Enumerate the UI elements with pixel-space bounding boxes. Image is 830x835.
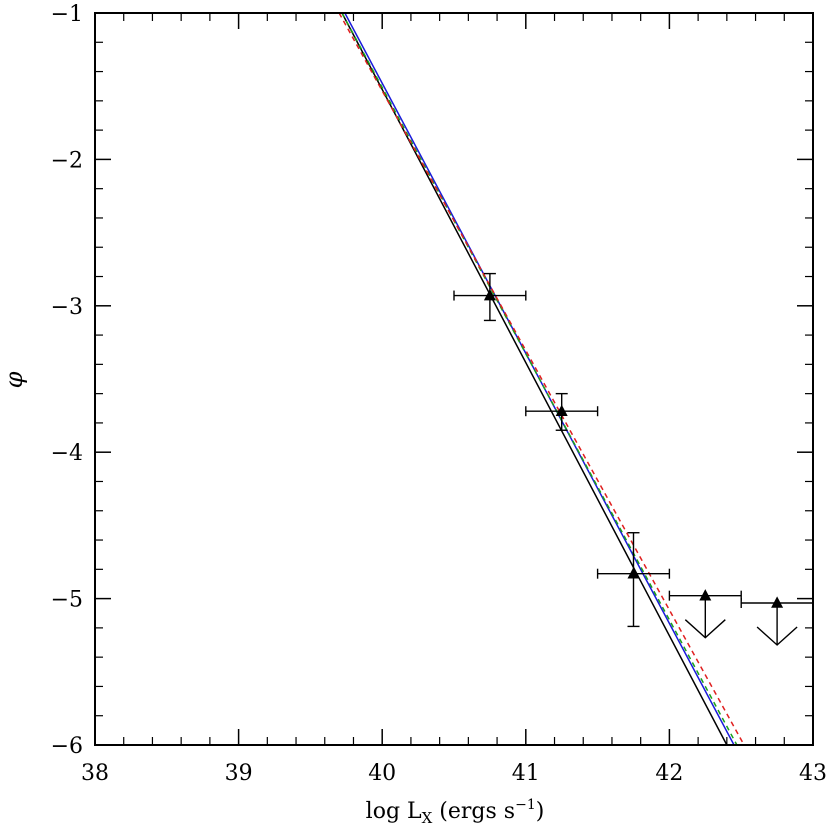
- x-axis-label-close: ): [536, 799, 545, 824]
- triangle-marker: [483, 288, 496, 301]
- x-tick-label: 40: [368, 761, 396, 786]
- fit-lines: [338, 13, 745, 745]
- y-tick-labels: −1 −2 −3 −4 −5 −6: [51, 2, 83, 759]
- upper-limit-point: [740, 596, 814, 646]
- y-tick-label: −1: [51, 2, 83, 27]
- plot-frame: [94, 12, 814, 746]
- upper-limit-arrow-head: [684, 619, 726, 639]
- x-axis-label-units: (ergs s: [432, 799, 515, 824]
- upper-limit-point: [668, 589, 742, 639]
- upper-limit-arrow-head: [756, 626, 798, 646]
- fit-line: [341, 13, 738, 745]
- x-tick-labels: 38 39 40 41 42 43: [81, 761, 827, 786]
- x-tick-label: 38: [81, 761, 109, 786]
- x-tick-label: 43: [799, 761, 827, 786]
- y-tick-label: −6: [51, 734, 83, 759]
- x-axis-label-main: log L: [366, 799, 422, 824]
- y-tick-label: −2: [51, 148, 83, 173]
- data-point: [453, 272, 527, 322]
- data-point: [525, 392, 599, 431]
- x-axis-label-sup: −1: [515, 797, 536, 813]
- fit-line: [341, 13, 728, 745]
- triangle-marker: [699, 589, 712, 601]
- x-tick-label: 41: [512, 761, 540, 786]
- data-point: [596, 532, 671, 628]
- triangle-marker: [771, 596, 784, 608]
- y-tick-label: −3: [51, 295, 83, 320]
- triangle-marker: [627, 567, 640, 579]
- x-tick-label: 39: [225, 761, 253, 786]
- triangle-marker: [555, 404, 568, 417]
- y-tick-label: −4: [51, 441, 83, 466]
- x-axis-label-sub: X: [422, 809, 433, 827]
- data-points: [453, 272, 814, 646]
- x-axis-label: log LX (ergs s−1): [366, 797, 545, 827]
- minor-ticks: [95, 13, 813, 745]
- fit-line: [338, 13, 745, 745]
- y-tick-label: −5: [51, 588, 83, 613]
- y-axis-label: φ: [0, 371, 28, 388]
- x-tick-label: 42: [655, 761, 683, 786]
